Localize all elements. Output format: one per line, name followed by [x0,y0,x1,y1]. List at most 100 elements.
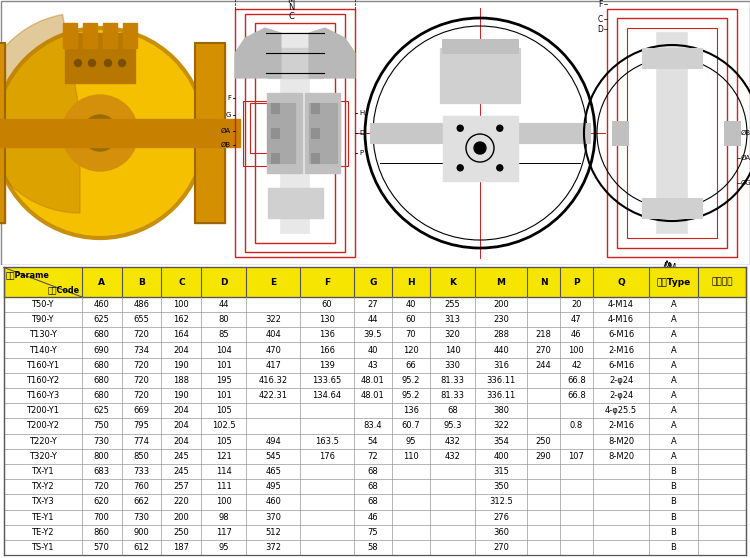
Bar [612,121,628,145]
Text: 195: 195 [216,376,232,385]
Text: 720: 720 [134,330,149,339]
Text: ØB: ØB [220,142,231,148]
Text: ØA: ØA [741,155,750,161]
Text: B: B [670,528,676,537]
Text: 730: 730 [94,437,110,446]
Text: 422.31: 422.31 [259,391,288,400]
Text: T200-Y2: T200-Y2 [26,421,59,430]
Text: 336.11: 336.11 [487,391,516,400]
Circle shape [496,165,502,171]
Text: 625: 625 [94,406,110,415]
Text: 110: 110 [403,452,418,461]
Text: 360: 360 [493,528,509,537]
Bar [242,100,347,166]
Bar [267,93,302,173]
Text: 60: 60 [322,300,332,309]
Text: 6-M16: 6-M16 [608,330,634,339]
Bar [195,43,225,223]
Bar [281,33,309,233]
Text: 42: 42 [572,360,582,370]
Text: D: D [359,130,364,136]
Text: 适用吨位: 适用吨位 [711,278,733,287]
Text: 68: 68 [368,482,378,491]
Text: 620: 620 [94,497,110,507]
Text: 164: 164 [173,330,189,339]
Text: T160-Y1: T160-Y1 [26,360,59,370]
Text: 330: 330 [445,360,460,370]
Text: 46: 46 [368,513,378,522]
Text: 8-M20: 8-M20 [608,437,634,446]
Text: B: B [670,513,676,522]
Text: 774: 774 [134,437,149,446]
Text: M: M [287,0,295,5]
Text: P: P [359,150,363,156]
Text: 136: 136 [319,330,335,339]
Text: 27: 27 [368,300,378,309]
Text: 100: 100 [568,345,584,354]
Text: 4-φ25.5: 4-φ25.5 [605,406,637,415]
Bar [268,48,322,78]
Text: 58: 58 [368,543,378,552]
Text: 417: 417 [266,360,281,370]
Text: 680: 680 [94,391,110,400]
Text: A: A [670,315,676,324]
Text: 655: 655 [134,315,149,324]
Text: B: B [138,278,145,287]
Text: 139: 139 [319,360,334,370]
Text: 322: 322 [493,421,509,430]
Text: 750: 750 [94,421,110,430]
Text: 83.4: 83.4 [364,421,382,430]
Bar [627,28,717,238]
Text: 111: 111 [216,482,232,491]
Text: 134.64: 134.64 [312,391,341,400]
Text: 270: 270 [493,543,509,552]
Text: A: A [670,421,676,430]
Circle shape [474,142,486,154]
Circle shape [458,125,464,131]
Bar [311,153,319,163]
Text: 46: 46 [571,330,582,339]
Text: 121: 121 [216,452,232,461]
Text: 570: 570 [94,543,110,552]
Text: 795: 795 [134,421,149,430]
Text: 700: 700 [94,513,110,522]
Text: 680: 680 [94,330,110,339]
Text: 288: 288 [493,330,509,339]
Text: K: K [512,159,518,169]
Text: 114: 114 [216,467,232,476]
Text: 200: 200 [173,513,189,522]
Text: F: F [598,0,603,8]
Text: 100: 100 [173,300,189,309]
Text: 669: 669 [134,406,149,415]
Text: 204: 204 [173,437,189,446]
Bar [0,43,5,223]
Bar [497,39,507,53]
Text: 350: 350 [493,482,509,491]
Text: A: A [670,300,676,309]
Text: 47: 47 [571,315,582,324]
Text: 104: 104 [216,345,232,354]
Text: 204: 204 [173,421,189,430]
Text: 380: 380 [493,406,509,415]
Text: 188: 188 [173,376,189,385]
Text: 244: 244 [536,360,551,370]
Text: A: A [670,376,676,385]
Bar [250,103,340,153]
Text: F: F [227,95,231,101]
Text: ØA: ØA [220,128,231,134]
Text: E: E [270,278,276,287]
Bar [103,23,117,48]
Text: 257: 257 [173,482,189,491]
Bar [271,153,279,163]
Bar [442,39,452,53]
Text: 105: 105 [216,406,232,415]
Text: 100: 100 [216,497,232,507]
Text: 486: 486 [134,300,149,309]
Text: 204: 204 [173,406,189,415]
Text: K: K [449,278,456,287]
Text: A: A [670,391,676,400]
Text: A: A [98,278,105,287]
Text: 720: 720 [134,391,149,400]
Bar [0,119,240,147]
Text: P: P [573,278,580,287]
